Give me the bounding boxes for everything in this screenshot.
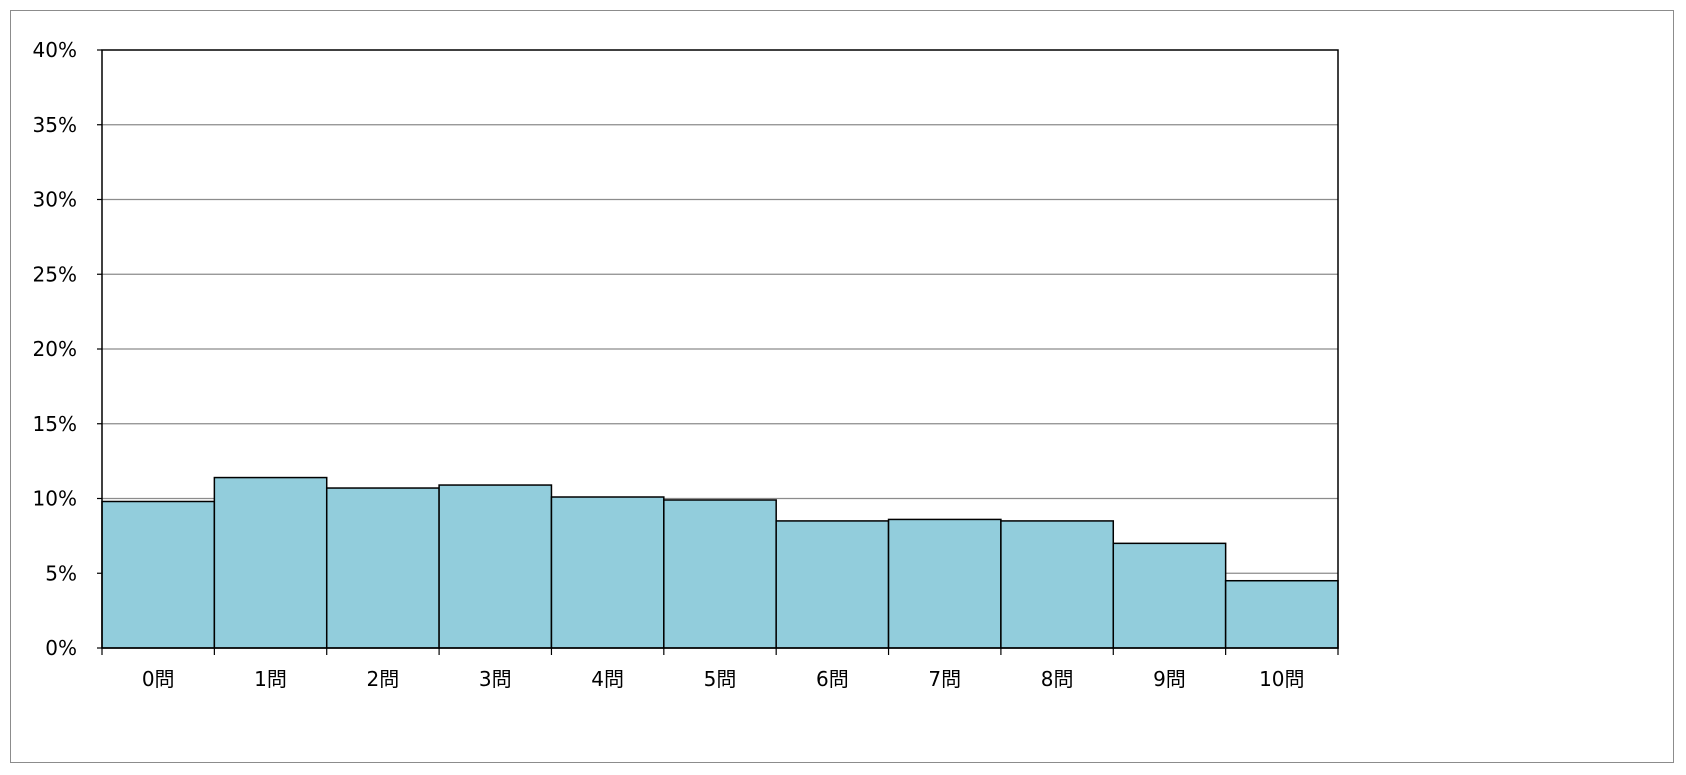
x-tick-label: 4問 (591, 667, 624, 691)
y-tick-labels: 0% 5% 10% 15% 20% 25% 30% 35% 40% (33, 38, 77, 660)
x-tick-label: 1問 (254, 667, 287, 691)
y-tick-label: 5% (45, 561, 77, 585)
bars (101, 476, 1339, 649)
y-tick-label: 35% (33, 113, 77, 137)
y-tick-label: 30% (33, 188, 77, 212)
x-tick-label: 9問 (1153, 667, 1186, 691)
bar (1224, 579, 1339, 649)
y-tick-label: 10% (33, 487, 77, 511)
x-tick-label: 5問 (704, 667, 737, 691)
bar (213, 476, 328, 649)
bar (325, 487, 440, 649)
bar (101, 500, 216, 649)
x-tick-label: 8問 (1041, 667, 1074, 691)
x-tick-label: 10問 (1259, 667, 1304, 691)
bar (1000, 520, 1115, 649)
x-tick-label: 3問 (479, 667, 512, 691)
bar (775, 520, 890, 649)
bar (550, 496, 665, 649)
y-tick-label: 40% (33, 38, 77, 62)
x-tick-label: 2問 (367, 667, 400, 691)
y-tick-label: 20% (33, 337, 77, 361)
x-tick-label: 0問 (142, 667, 175, 691)
y-tick-label: 15% (33, 412, 77, 436)
x-tick-label: 6問 (816, 667, 849, 691)
x-tick-label: 7問 (928, 667, 961, 691)
x-tick-labels: 0問 1問 2問 3問 4問 5問 6問 7問 8問 9問 10問 (142, 667, 1305, 691)
y-tick-label: 25% (33, 262, 77, 286)
bar (438, 484, 553, 649)
axes (97, 49, 1339, 655)
bar (887, 518, 1002, 649)
bar (663, 499, 777, 649)
y-tick-label: 0% (45, 636, 77, 660)
bar (1112, 542, 1227, 649)
